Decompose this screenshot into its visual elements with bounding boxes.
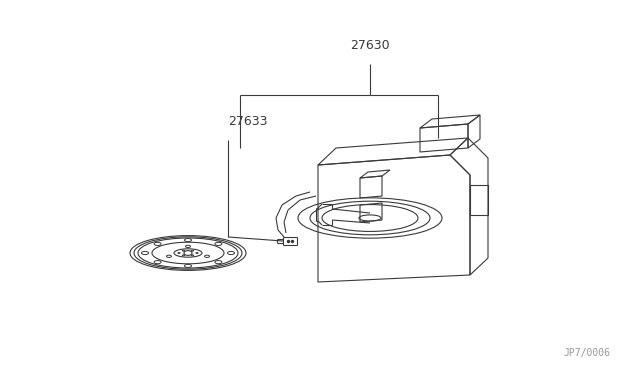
Text: JP7/0006: JP7/0006 (563, 348, 610, 358)
Text: 27630: 27630 (350, 39, 390, 52)
Text: 27633: 27633 (228, 115, 268, 128)
